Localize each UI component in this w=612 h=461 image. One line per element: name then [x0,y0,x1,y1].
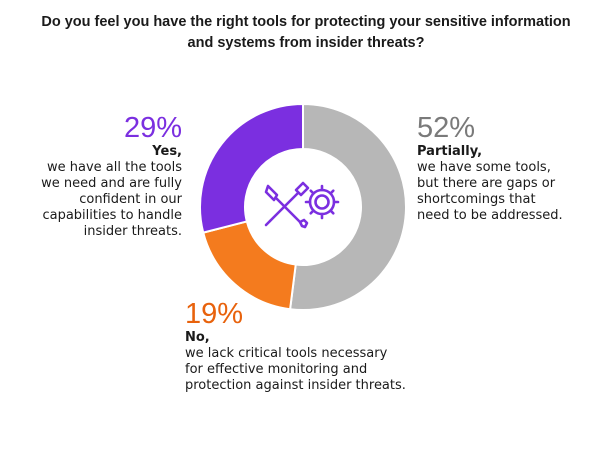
chart-title: Do you feel you have the right tools for… [0,12,612,54]
callout-yes: 29% Yes, we have all the tools we need a… [41,112,182,240]
yes-description: we have all the tools we need and are fu… [41,160,182,239]
yes-percent: 29% [123,112,182,144]
partially-description: we have some tools, but there are gaps o… [417,160,563,223]
slice-partially [288,102,407,311]
chart-title-line-2: and systems from insider threats? [187,35,425,51]
partially-percent: 52% [417,112,476,144]
slice-yes [199,102,304,234]
no-label: No, [185,330,210,345]
partially-label: Partially, [417,144,483,159]
callout-no: 19% No, we lack critical tools necessary… [185,298,406,394]
no-description: we lack critical tools necessary for eff… [185,346,406,393]
callout-partially: 52% Partially, we have some tools, but t… [417,112,563,224]
slice-no [202,220,297,311]
tools-gear-icon [264,181,340,229]
yes-label: Yes, [152,144,182,159]
no-percent: 19% [185,298,244,330]
chart-title-line-1: Do you feel you have the right tools for… [41,14,571,30]
donut-slices [199,102,407,311]
